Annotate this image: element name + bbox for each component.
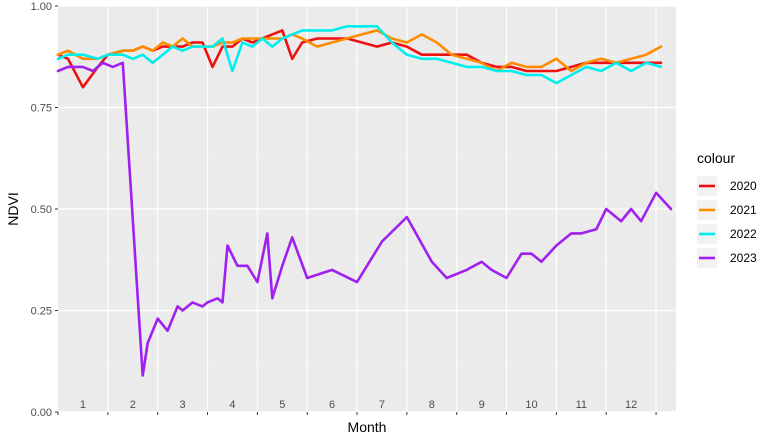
x-month-label: 11 bbox=[576, 399, 587, 411]
x-axis-month-labels: 1 2 3 4 5 6 7 8 9 10 11 12 bbox=[57, 399, 657, 415]
y-axis-ticks: 0.00 0.25 0.50 0.75 1.00 bbox=[31, 1, 58, 419]
legend-label-2022: 2022 bbox=[730, 227, 757, 241]
x-month-label: 4 bbox=[229, 399, 235, 411]
x-axis-title: Month bbox=[348, 419, 387, 435]
series-line-2022 bbox=[56, 24, 663, 85]
x-month-label: 2 bbox=[130, 399, 136, 411]
y-tick-label: 0.00 bbox=[31, 407, 52, 419]
series-line-2021 bbox=[56, 29, 663, 73]
x-month-label: 1 bbox=[80, 399, 86, 411]
legend-label-2023: 2023 bbox=[730, 251, 757, 265]
legend-title: colour bbox=[697, 150, 735, 166]
y-tick-label: 0.50 bbox=[31, 204, 52, 216]
x-month-label: 12 bbox=[625, 399, 637, 411]
series-line-2023 bbox=[56, 61, 673, 377]
y-tick-label: 0.25 bbox=[31, 306, 52, 318]
series-lines bbox=[56, 24, 673, 377]
x-month-label: 10 bbox=[525, 399, 537, 411]
x-month-label: 8 bbox=[429, 399, 435, 411]
legend: colour 2020 2021 2022 2023 bbox=[697, 150, 757, 268]
y-tick-label: 0.75 bbox=[31, 103, 52, 115]
y-tick-label: 1.00 bbox=[31, 1, 52, 13]
x-month-label: 5 bbox=[279, 399, 285, 411]
legend-label-2020: 2020 bbox=[730, 179, 757, 193]
x-month-label: 9 bbox=[479, 399, 485, 411]
y-axis-title: NDVI bbox=[5, 192, 21, 225]
x-month-label: 6 bbox=[329, 399, 335, 411]
x-month-label: 3 bbox=[180, 399, 186, 411]
grid-lines bbox=[58, 5, 676, 413]
legend-label-2021: 2021 bbox=[730, 203, 757, 217]
x-month-label: 7 bbox=[379, 399, 385, 411]
